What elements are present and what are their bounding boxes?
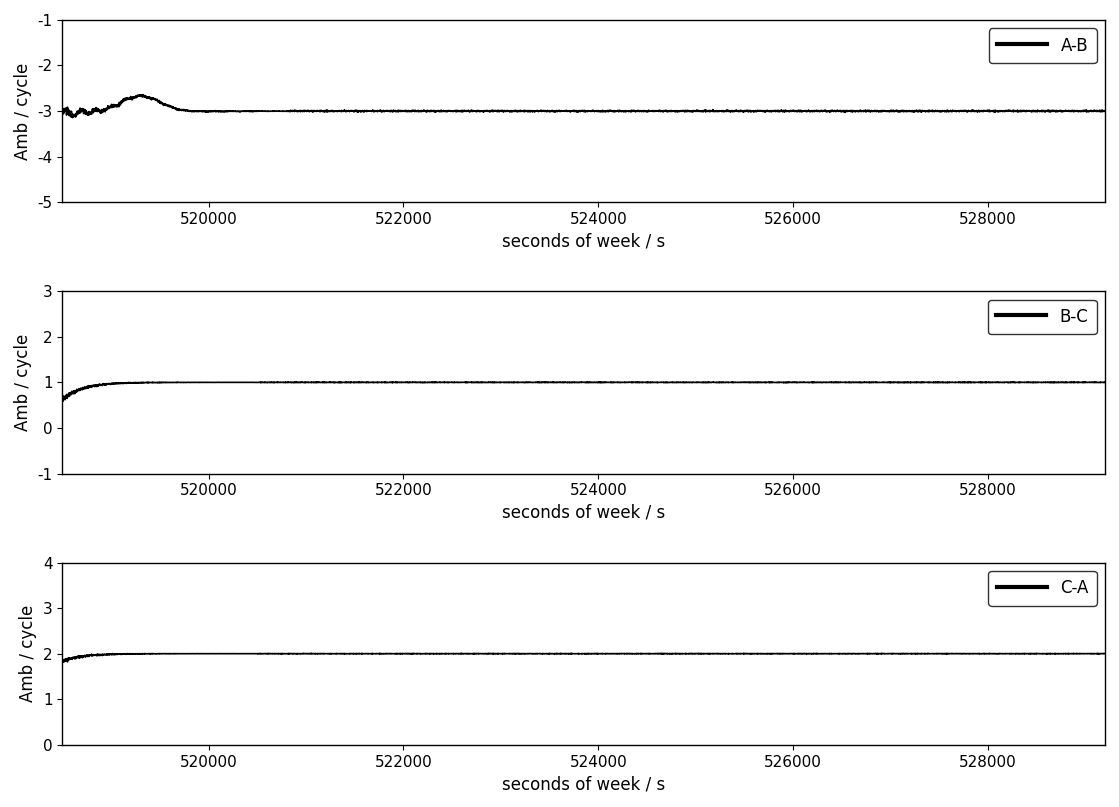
Y-axis label: Amb / cycle: Amb / cycle (15, 334, 32, 431)
X-axis label: seconds of week / s: seconds of week / s (502, 232, 666, 250)
Y-axis label: Amb / cycle: Amb / cycle (19, 605, 37, 702)
X-axis label: seconds of week / s: seconds of week / s (502, 775, 666, 793)
Legend: B-C: B-C (988, 299, 1097, 334)
Legend: C-A: C-A (988, 571, 1097, 605)
X-axis label: seconds of week / s: seconds of week / s (502, 504, 666, 522)
Y-axis label: Amb / cycle: Amb / cycle (13, 62, 31, 160)
Legend: A-B: A-B (989, 28, 1097, 63)
